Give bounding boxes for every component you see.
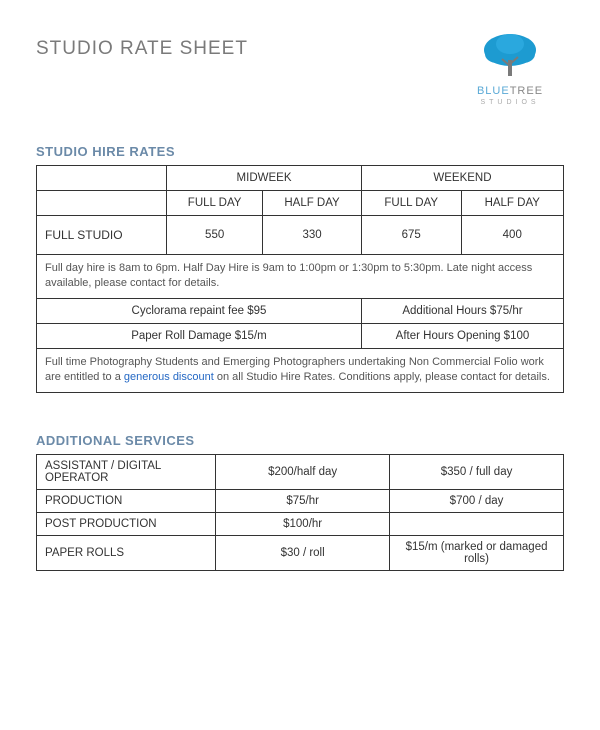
service-rate: $200/half day [216, 454, 390, 489]
table-row: MIDWEEK WEEKEND [37, 166, 564, 191]
rates-section-title: STUDIO HIRE RATES [36, 144, 564, 159]
table-row: Cyclorama repaint fee $95 Additional Hou… [37, 298, 564, 323]
services-section-title: ADDITIONAL SERVICES [36, 433, 564, 448]
table-row: Full time Photography Students and Emerg… [37, 348, 564, 392]
generous-discount-link[interactable]: generous discount [124, 371, 214, 383]
table-row: ASSISTANT / DIGITAL OPERATOR $200/half d… [37, 454, 564, 489]
header-midweek: MIDWEEK [167, 166, 362, 191]
table-row: POST PRODUCTION $100/hr [37, 512, 564, 535]
row-label: FULL STUDIO [37, 216, 167, 255]
rates-table: MIDWEEK WEEKEND FULL DAY HALF DAY FULL D… [36, 165, 564, 393]
logo-word-blue: BLUE [477, 85, 510, 97]
header: STUDIO RATE SHEET BLUETREE STUDIOS [36, 32, 564, 106]
service-rate: $100/hr [216, 512, 390, 535]
note-text-post: on all Studio Hire Rates. Conditions app… [214, 371, 550, 383]
spacer [36, 393, 564, 433]
header-weekend: WEEKEND [361, 166, 563, 191]
fee-cyclorama: Cyclorama repaint fee $95 [37, 298, 362, 323]
service-rate: $15/m (marked or damaged rolls) [390, 535, 564, 570]
rate-value: 400 [461, 216, 563, 255]
service-rate: $350 / full day [390, 454, 564, 489]
service-label: POST PRODUCTION [37, 512, 216, 535]
service-rate [390, 512, 564, 535]
service-rate: $75/hr [216, 489, 390, 512]
rate-value: 330 [263, 216, 362, 255]
table-row: Paper Roll Damage $15/m After Hours Open… [37, 323, 564, 348]
fee-after-hours: After Hours Opening $100 [361, 323, 563, 348]
page-title: STUDIO RATE SHEET [36, 38, 248, 60]
subhead-fullday: FULL DAY [361, 191, 461, 216]
table-row: FULL STUDIO 550 330 675 400 [37, 216, 564, 255]
rate-value: 675 [361, 216, 461, 255]
table-row: PAPER ROLLS $30 / roll $15/m (marked or … [37, 535, 564, 570]
logo-sub: STUDIOS [456, 99, 564, 106]
service-label: ASSISTANT / DIGITAL OPERATOR [37, 454, 216, 489]
table-row: FULL DAY HALF DAY FULL DAY HALF DAY [37, 191, 564, 216]
rate-value: 550 [167, 216, 263, 255]
table-row: Full day hire is 8am to 6pm. Half Day Hi… [37, 255, 564, 299]
logo-text: BLUETREE STUDIOS [456, 82, 564, 106]
service-label: PRODUCTION [37, 489, 216, 512]
service-rate: $30 / roll [216, 535, 390, 570]
subhead-fullday: FULL DAY [167, 191, 263, 216]
empty-cell [37, 166, 167, 191]
empty-cell [37, 191, 167, 216]
subhead-halfday: HALF DAY [461, 191, 563, 216]
table-row: PRODUCTION $75/hr $700 / day [37, 489, 564, 512]
discount-note: Full time Photography Students and Emerg… [37, 348, 564, 392]
subhead-halfday: HALF DAY [263, 191, 362, 216]
service-rate: $700 / day [390, 489, 564, 512]
fee-additional-hours: Additional Hours $75/hr [361, 298, 563, 323]
services-table: ASSISTANT / DIGITAL OPERATOR $200/half d… [36, 454, 564, 571]
logo: BLUETREE STUDIOS [456, 32, 564, 106]
hire-hours-note: Full day hire is 8am to 6pm. Half Day Hi… [37, 255, 564, 299]
service-label: PAPER ROLLS [37, 535, 216, 570]
fee-paper-roll: Paper Roll Damage $15/m [37, 323, 362, 348]
logo-word-tree: TREE [510, 85, 543, 97]
tree-icon [475, 32, 545, 80]
